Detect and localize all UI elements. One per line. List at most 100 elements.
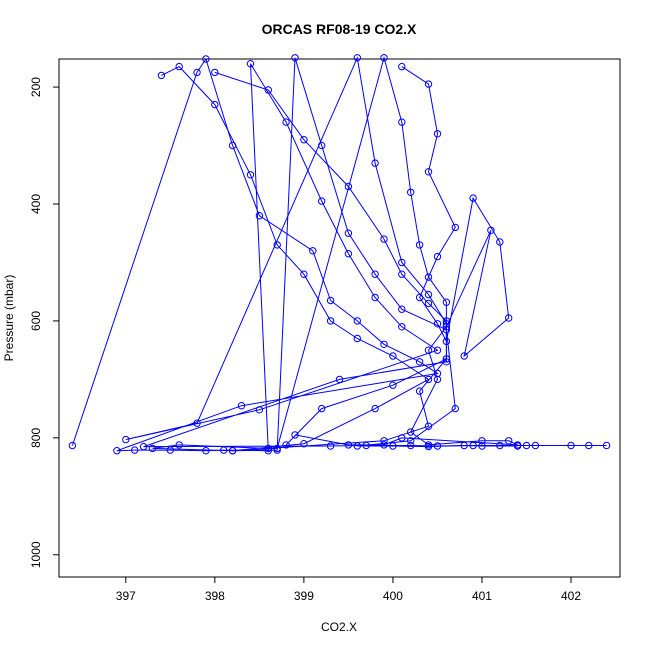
- data-point-0-30: [398, 258, 406, 267]
- data-point-0-7: [353, 317, 361, 325]
- data-point-2-23: [380, 441, 388, 449]
- series-lines: [71, 55, 607, 452]
- data-point-0-22: [371, 293, 379, 302]
- data-point-2-3: [424, 168, 433, 176]
- data-point-0-38: [407, 441, 415, 450]
- data-point-0-40: [469, 441, 477, 450]
- data-point-3-11: [380, 437, 388, 445]
- series-line-1: [161, 57, 518, 452]
- data-point-0-35: [139, 442, 148, 451]
- data-point-3-20: [415, 241, 424, 249]
- data-point-3-12: [264, 444, 272, 453]
- data-point-3-4: [380, 235, 388, 243]
- data-point-3-0: [211, 68, 219, 77]
- data-point-2-7: [433, 320, 442, 328]
- data-point-0-34: [335, 375, 344, 384]
- data-point-2-6: [415, 293, 424, 302]
- data-point-0-44: [567, 441, 575, 450]
- y-tick-label-0: 200: [29, 77, 43, 97]
- data-point-2-10: [496, 238, 504, 246]
- x-axis: 397 398 399 400 401 402: [116, 577, 581, 603]
- x-tick-label-4: 401: [472, 589, 492, 603]
- data-point-1-11: [300, 440, 308, 448]
- data-point-2-0: [398, 62, 406, 71]
- data-point-3-21: [424, 273, 433, 281]
- data-point-0-42: [522, 441, 531, 450]
- data-point-3-22: [442, 298, 451, 306]
- data-point-0-43: [531, 441, 540, 450]
- data-point-2-15: [424, 346, 433, 354]
- data-point-0-8: [380, 340, 388, 348]
- data-point-0-39: [433, 442, 442, 450]
- data-point-3-10: [424, 422, 433, 430]
- data-point-0-1: [193, 68, 201, 77]
- data-point-0-3: [228, 141, 237, 150]
- data-point-3-16: [273, 444, 281, 453]
- data-point-2-19: [478, 437, 486, 445]
- data-point-3-14: [148, 444, 157, 453]
- data-point-0-36: [326, 442, 335, 450]
- data-point-3-1: [264, 86, 272, 94]
- data-point-0-26: [122, 435, 130, 444]
- data-point-2-12: [460, 352, 468, 360]
- x-tick-label-1: 398: [205, 589, 225, 603]
- data-point-1-0: [157, 71, 166, 80]
- y-axis: 200 400 600 800 1000: [29, 77, 59, 568]
- data-point-1-1: [175, 62, 183, 71]
- data-point-1-25: [460, 441, 468, 450]
- data-point-0-0: [68, 441, 77, 450]
- data-point-0-4: [255, 212, 264, 220]
- x-tick-label-0: 397: [116, 589, 136, 603]
- data-point-2-25: [291, 431, 299, 439]
- data-point-3-23: [442, 355, 451, 363]
- y-tick-label-1: 400: [29, 194, 43, 214]
- data-point-3-26: [282, 441, 290, 449]
- data-point-3-5: [398, 270, 406, 278]
- data-point-2-18: [424, 441, 433, 449]
- data-point-3-15: [228, 447, 237, 455]
- data-point-0-29: [371, 159, 379, 167]
- data-point-0-9: [415, 358, 424, 366]
- data-point-2-9: [469, 194, 477, 202]
- data-point-3-17: [380, 54, 388, 62]
- data-point-3-3: [344, 182, 353, 191]
- data-point-0-19: [282, 118, 290, 126]
- plot-frame: [58, 58, 621, 578]
- data-point-2-1: [424, 80, 433, 88]
- data-point-2-24: [344, 441, 353, 449]
- chart-title: ORCAS RF08-19 CO2.X: [262, 21, 417, 37]
- data-point-0-46: [602, 441, 611, 450]
- data-point-0-23: [398, 323, 406, 331]
- data-point-1-17: [371, 270, 379, 278]
- data-point-0-18: [246, 60, 255, 68]
- data-point-0-12: [113, 447, 121, 455]
- data-point-0-15: [202, 447, 210, 455]
- data-point-2-13: [487, 226, 495, 235]
- data-point-0-41: [496, 441, 504, 450]
- data-point-3-24: [389, 381, 397, 389]
- data-point-1-23: [389, 442, 397, 450]
- y-tick-label-4: 1000: [29, 541, 43, 568]
- data-point-1-7: [353, 334, 361, 343]
- data-point-1-20: [451, 404, 459, 413]
- data-point-1-16: [344, 229, 353, 237]
- series-line-3: [152, 55, 447, 452]
- data-point-2-16: [433, 375, 442, 384]
- data-point-0-11: [237, 402, 246, 410]
- data-point-1-2: [211, 100, 219, 109]
- data-point-0-14: [166, 446, 175, 454]
- data-point-0-6: [326, 296, 335, 305]
- series-line-2: [294, 66, 518, 446]
- x-axis-label: CO2.X: [321, 620, 357, 634]
- data-point-0-31: [424, 290, 433, 299]
- data-point-1-21: [407, 437, 415, 445]
- data-point-0-2: [202, 55, 210, 63]
- data-point-1-9: [424, 375, 433, 384]
- y-tick-label-2: 600: [29, 311, 43, 331]
- data-point-2-21: [513, 441, 522, 449]
- data-point-3-25: [318, 404, 326, 413]
- data-point-3-7: [442, 317, 451, 325]
- data-point-3-2: [300, 136, 308, 144]
- y-tick-label-3: 800: [29, 428, 43, 448]
